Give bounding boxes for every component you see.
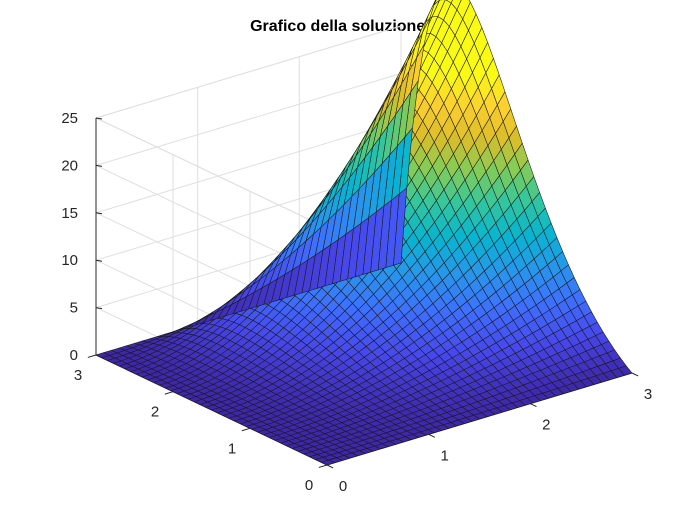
y-tick-mark xyxy=(164,391,174,395)
x-tick-label: 2 xyxy=(542,417,550,434)
z-tick-mark xyxy=(95,212,103,215)
y-tick-mark xyxy=(241,427,251,432)
y-tick-mark xyxy=(87,354,97,358)
surface-face xyxy=(95,352,110,359)
z-tick-label: 20 xyxy=(61,157,78,174)
x-tick-label: 1 xyxy=(440,447,448,464)
z-tick-label: 15 xyxy=(61,205,78,222)
x-tick-mark xyxy=(428,433,436,438)
y-tick-label: 2 xyxy=(151,404,159,421)
z-tick-label: 5 xyxy=(70,300,78,317)
box-edge xyxy=(95,25,402,119)
chart-title: Grafico della soluzione esatta xyxy=(250,18,476,35)
z-tick-label: 25 xyxy=(61,110,78,127)
z-tick-mark xyxy=(95,117,103,120)
tick-labels: 0 1 2 3 0 1 2 3 0 5 10 15 20 25 xyxy=(61,110,652,495)
x-tick-label: 0 xyxy=(339,478,347,495)
y-tick-mark xyxy=(318,464,328,468)
z-tick-mark xyxy=(95,259,103,262)
x-tick-mark xyxy=(631,372,639,377)
x-tick-label: 3 xyxy=(644,386,652,403)
x-tick-mark xyxy=(326,464,334,469)
wall-grid-z-back xyxy=(95,72,402,166)
z-tick-label: 10 xyxy=(61,252,78,269)
y-tick-label: 0 xyxy=(305,477,313,494)
z-tick-label: 0 xyxy=(70,347,78,364)
wall-grid-z-back xyxy=(95,120,402,214)
z-tick-mark xyxy=(95,307,103,310)
x-tick-mark xyxy=(530,403,537,408)
y-tick-label: 1 xyxy=(228,440,236,457)
box-edge xyxy=(95,117,328,229)
z-tick-mark xyxy=(95,164,103,167)
surface-mesh xyxy=(95,0,633,466)
y-tick-label: 3 xyxy=(74,367,82,384)
